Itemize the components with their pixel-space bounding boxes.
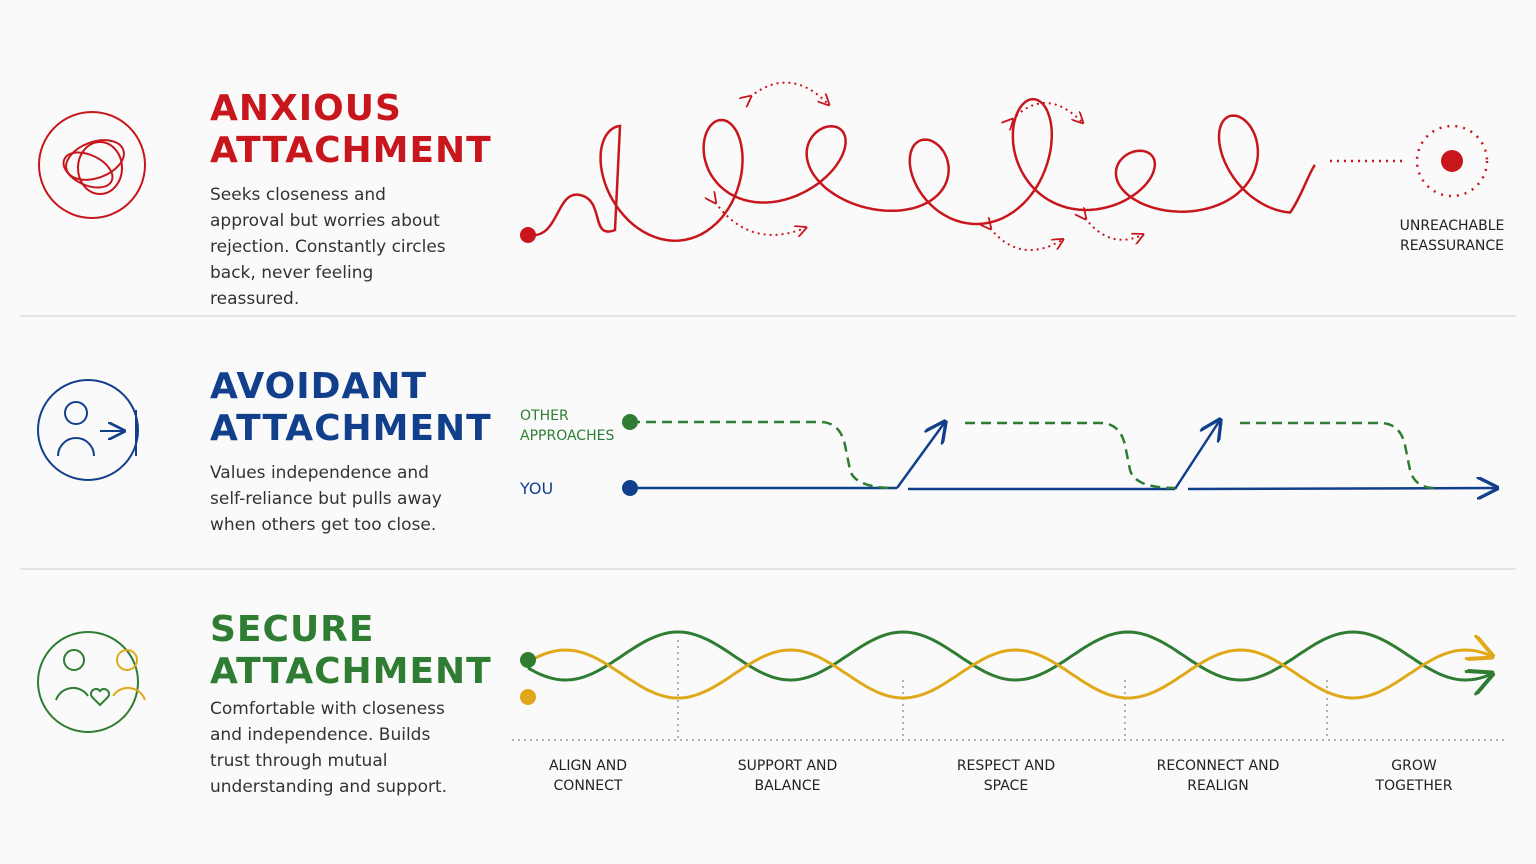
stage-guides [512,640,1505,741]
line-label: OTHER APPROACHES [520,408,615,444]
avoidant-icon [37,379,139,481]
start-dot [520,227,536,243]
you-dot [622,480,638,496]
line-label: YOU [520,479,554,498]
section-description: Values independence and self-reliance bu… [210,463,442,535]
section-title: AVOIDANT ATTACHMENT [210,366,492,449]
section-title: SECURE ATTACHMENT [210,609,492,692]
section-title: ANXIOUS ATTACHMENT [210,88,492,171]
stage-label: ALIGN AND CONNECT [548,758,628,794]
other-dot [622,414,638,430]
stage-label: RESPECT AND SPACE [956,758,1056,794]
yellow-dot [520,689,536,705]
target-ring [1415,124,1489,198]
stage-label: GROW TOGETHER [1375,758,1453,794]
stage-label: SUPPORT AND BALANCE [737,758,838,794]
stage-label: RECONNECT AND REALIGN [1156,758,1280,794]
green-wave [527,630,1492,680]
yellow-wave [527,650,1492,700]
anxious-path [527,97,1317,242]
secure-icon [37,631,146,733]
avoidant-lines [630,420,1497,489]
anxious-icon [38,111,146,219]
green-dot [520,652,536,668]
section-description: Comfortable with closeness and independe… [210,699,448,797]
dotted-arrows [715,81,1142,252]
target-label: UNREACHABLE REASSURANCE [1399,218,1505,254]
target-dot [1441,150,1463,172]
section-description: Seeks closeness and approval but worries… [210,185,446,309]
